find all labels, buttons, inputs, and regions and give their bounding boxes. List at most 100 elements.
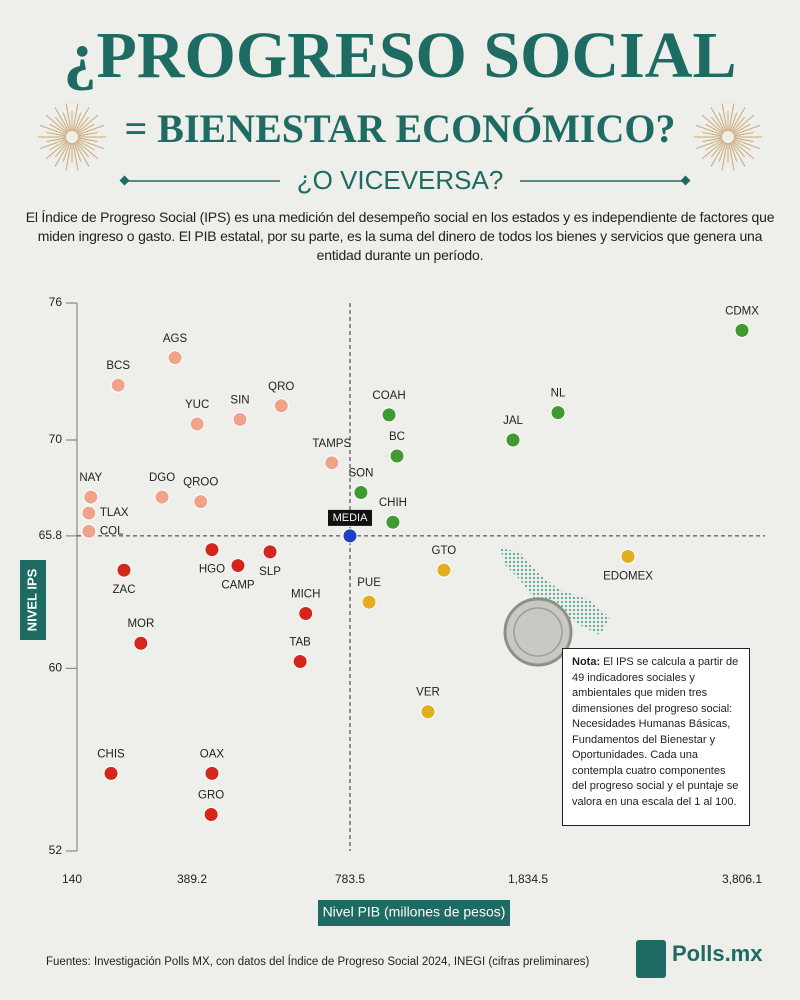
x-tick-label: 389.2 [177,872,207,886]
point-label: EDOMEX [603,570,653,582]
point-label: BCS [106,360,130,372]
sunburst-decoration [695,124,723,136]
point [381,407,397,423]
sunburst-decoration [728,142,735,171]
sunburst-decoration [710,107,726,133]
point [110,377,126,393]
point [203,806,219,822]
point-label: VER [416,687,440,699]
point [167,350,183,366]
point [103,765,119,781]
map-decoration [500,548,610,635]
title: ¿PROGRESO SOCIAL [64,19,737,92]
point [436,562,452,578]
point-label: COL [100,525,124,537]
point-label: OAX [200,748,225,760]
x-axis-label: Nivel PIB (millones de pesos) [323,904,506,920]
sunburst-decoration [733,138,761,150]
sunburst-decoration [73,142,82,162]
point [204,765,220,781]
sunburst-decoration [718,142,727,162]
sunburst-decoration [732,123,751,135]
sunburst-decoration [728,103,735,132]
point-label: BC [389,431,405,443]
logo: Polls.mx [672,941,763,966]
point-label: SLP [259,566,281,578]
media-label-box [328,509,372,526]
point-label: NL [551,388,566,400]
sunburst-decoration [65,142,72,171]
sunburst-decoration [705,123,724,135]
point-label: TLAX [100,507,129,519]
sunburst-decoration [702,137,723,143]
point [154,489,170,505]
sunburst-decoration [729,142,738,162]
sunburst-decoration [49,139,68,151]
point [81,523,97,539]
sunburst-decoration [721,142,728,171]
sunburst-decoration [77,131,98,137]
sunburst-decoration [732,139,751,151]
sunburst-decoration [54,141,69,158]
sunburst-decoration [74,141,90,167]
sunburst-decoration [76,139,95,151]
point-label: HGO [199,564,225,576]
point [230,558,246,574]
point [133,635,149,651]
point-label: JAL [503,415,523,427]
sunburst-decoration [62,142,71,162]
sunburst-decoration [45,114,68,134]
y-tick-label: 65.8 [39,528,63,542]
sunburst-decoration [733,124,761,136]
point [505,432,521,448]
point-label: SIN [230,394,249,406]
point-label: CHIS [97,748,125,760]
point-label: DGO [149,472,175,484]
sunburst-decoration [49,123,68,135]
sunburst-decoration [732,140,755,160]
sunburst-decoration [710,116,725,133]
sunburst-decoration [75,116,90,133]
y-tick-label: 70 [49,432,63,446]
diamond [119,175,130,186]
point-label: ZAC [113,584,136,596]
point-label: QROO [183,477,218,489]
point [273,398,289,414]
sunburst-decoration [76,140,99,160]
point-label: PUE [357,577,381,589]
coin-decoration [513,607,563,657]
sunburst-decoration [710,141,726,167]
point [361,594,377,610]
point-label: GTO [432,545,457,557]
point-label: MOR [127,618,154,630]
y-label-box [20,560,46,640]
point-label: COAH [372,390,405,402]
sunburst-decoration [77,124,105,136]
media-point [342,528,358,544]
point-label: NAY [79,472,102,484]
y-tick-label: 76 [49,295,63,309]
sunburst-decoration [733,137,754,143]
sunburst-decoration [65,103,72,132]
point [232,411,248,427]
x-tick-label: 140 [62,872,82,886]
point [550,405,566,421]
sunburst-decoration [731,116,746,133]
point [204,542,220,558]
point [81,505,97,521]
sunburst-decoration [77,137,98,143]
point [420,704,436,720]
sunburst-decoration [705,139,724,151]
sunburst-decoration [729,112,738,132]
point-label: GRO [198,789,224,801]
subtitle: ¿O VICEVERSA? [297,165,504,195]
point [116,562,132,578]
point-label: MICH [291,589,320,601]
sunburst-decoration [710,141,725,158]
description: El Índice de Progreso Social (IPS) es un… [25,209,775,263]
point [262,544,278,560]
sunburst-decoration [730,107,746,133]
point-label: YUC [185,399,209,411]
y-tick-label: 52 [49,843,63,857]
note-box: Nota: El IPS se calcula a partir de 49 i… [562,648,750,826]
